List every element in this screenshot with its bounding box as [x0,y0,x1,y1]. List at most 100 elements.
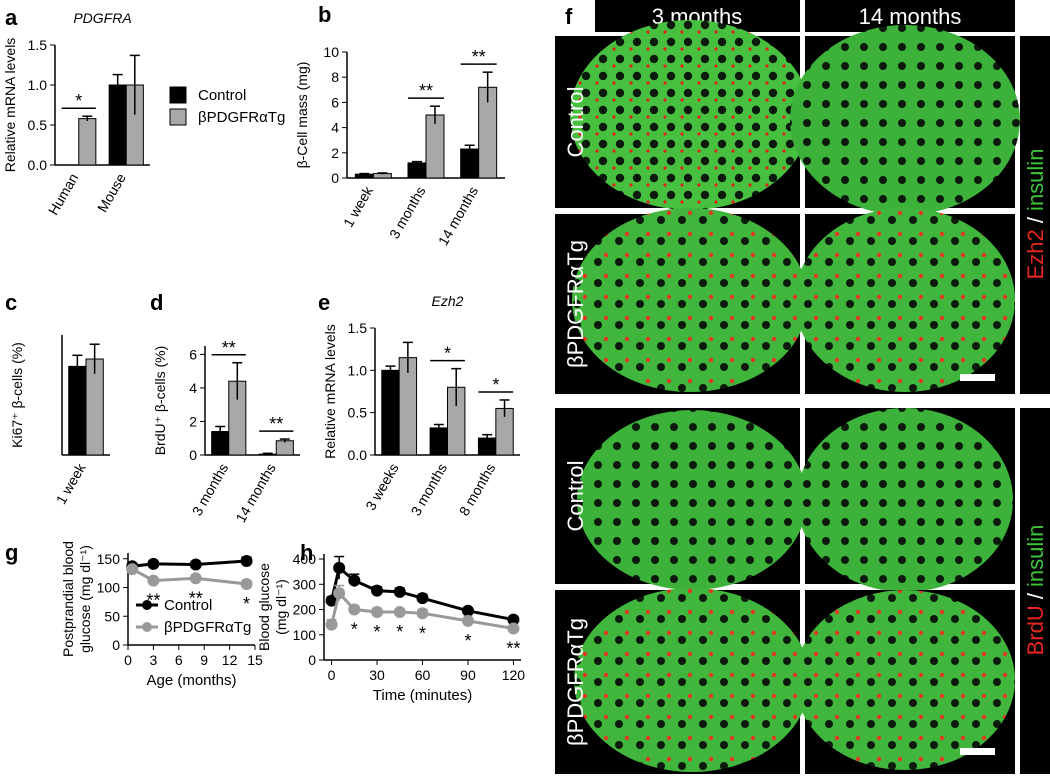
y-tick-label: 6 [189,346,197,362]
y-tick-label: 6 [331,94,339,110]
scale-bar [960,748,995,755]
x-tick-label: 1 week [53,460,90,507]
y-axis-label: β-Cell mass (mg) [294,62,310,169]
point [507,613,520,626]
stain-separator: / [1023,211,1048,229]
point [371,606,384,619]
panel-letter: c [5,290,17,315]
bar [429,427,449,456]
bar [407,162,427,179]
y-axis-label: (mg dl⁻¹) [273,579,289,635]
islet [570,20,810,210]
point [507,622,520,635]
point [147,557,160,570]
x-axis-label: Age (months) [146,672,236,689]
x-tick-label: 9 [200,652,208,668]
error-bar [402,341,413,373]
y-tick-label: 400 [293,551,317,567]
significance-label: * [444,344,451,364]
y-axis-label: Relative mRNA levels [322,324,338,459]
point [147,574,160,587]
stain-strip [1020,36,1050,394]
panel-letter: g [5,540,18,565]
x-tick-label: 0 [124,652,132,668]
islet [795,208,1015,392]
series-line [131,567,247,586]
error-bar [262,452,273,455]
stain-label: Ezh2 / insulin [1023,149,1048,280]
y-tick-label: 1.0 [28,77,48,93]
x-tick-label: 3 weeks [362,461,402,513]
row-label: Control [563,87,588,158]
y-tick-label: 100 [97,580,121,596]
point [416,607,429,620]
y-tick-label: 1.5 [28,37,48,53]
error-bar [385,365,396,375]
significance-label: ** [269,414,283,434]
error-bar [89,343,100,374]
panel-letter: h [300,540,313,565]
x-tick-label: 1 week [340,183,377,230]
legend-label: βPDGFRαTg [198,109,285,126]
y-tick-label: 2 [331,145,339,161]
error-bar [412,160,422,165]
significance-label: ** [189,588,203,608]
legend-label: βPDGFRαTg [164,619,251,636]
error-bar [129,54,140,115]
legend-label: Control [164,597,212,614]
significance-label: ** [419,81,433,101]
point [371,584,384,597]
islet [795,590,1015,770]
error-bar [482,71,493,103]
x-tick-label: Mouse [94,170,129,215]
error-bar [430,105,440,124]
x-tick-label: 8 months [456,461,499,519]
x-tick-label: 14 months [435,183,482,248]
point [189,572,202,585]
error-bar [377,172,388,175]
legend-swatch [169,86,187,104]
y-tick-label: 300 [293,576,317,592]
stain-strip [1020,408,1050,774]
point [416,592,429,605]
y-axis-label: BrdU⁺ β-cells (%) [152,346,168,456]
x-tick-label: 6 [175,652,183,668]
point [348,603,361,616]
y-tick-label: 2 [189,413,197,429]
point [333,587,346,600]
islet [790,25,1020,215]
point [240,555,253,568]
significance-label: * [243,594,250,614]
legend-label: Control [198,87,246,104]
significance-label: * [396,622,403,642]
islet [574,588,810,772]
error-bar [82,115,93,121]
significance-label: * [492,375,499,395]
error-bar [482,433,493,442]
legend-marker [142,622,152,632]
y-tick-label: 10 [323,44,339,60]
y-tick-label: 0 [112,637,120,653]
bar [460,148,480,179]
error-bar [279,438,290,443]
error-bar [72,354,83,378]
chart-title: PDGFRA [73,10,131,26]
y-axis-label: Postprandial blood [60,541,76,657]
islet [797,408,1013,592]
error-bar [112,73,123,96]
y-tick-label: 1.0 [348,362,368,378]
row-label: βPDGFRαTg [563,240,588,368]
significance-label: * [374,622,381,642]
x-tick-label: 15 [247,652,263,668]
bar [275,440,294,456]
y-axis-label: Ki67⁺ β-cells (%) [9,342,25,448]
x-tick-label: 3 months [386,184,429,242]
point [333,561,346,574]
point [461,604,474,617]
y-tick-label: 0 [331,170,339,186]
y-tick-label: 4 [189,380,197,396]
stain-separator: / [1023,587,1048,605]
stain: Ezh2 [1023,229,1048,279]
panel-f: f 3 months 14 months Control βPDGFRαTg C… [555,0,1050,774]
legend-marker [142,600,152,610]
